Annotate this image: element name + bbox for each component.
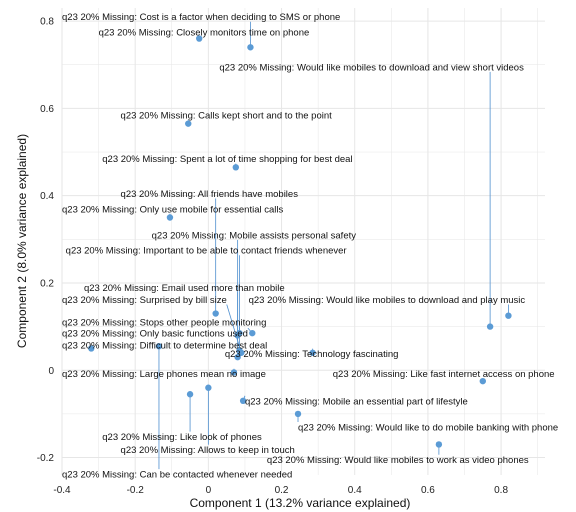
point-label: q23 20% Missing: Can be contacted whenev… [62, 470, 292, 481]
x-tick-label: -0.2 [127, 485, 145, 496]
point-label: q23 20% Missing: Mobile assists personal… [152, 230, 357, 241]
data-point [309, 349, 316, 356]
point-label: q23 20% Missing: All friends have mobile… [121, 189, 299, 200]
point-label: q23 20% Missing: Like look of phones [102, 432, 262, 443]
data-point [239, 397, 247, 405]
data-point [505, 312, 512, 319]
y-tick-label: -0.2 [37, 453, 55, 464]
point-label: q23 20% Missing: Stops other people moni… [62, 318, 266, 329]
data-point [166, 214, 174, 221]
point-label: q23 20% Missing: Only use mobile for ess… [62, 204, 283, 215]
x-tick-label: 0.2 [275, 485, 289, 496]
data-point [247, 44, 254, 51]
y-tick-label: 0.6 [40, 104, 54, 115]
data-point [230, 369, 238, 376]
data-point [186, 391, 194, 398]
data-point [212, 310, 219, 317]
x-tick-label: 0.8 [494, 485, 508, 496]
data-point [232, 164, 240, 171]
data-point [435, 441, 443, 448]
point-label: q23 20% Missing: Large phones mean no im… [62, 369, 266, 380]
point-label: q23 20% Missing: Email used more than mo… [84, 283, 285, 294]
data-point [155, 343, 163, 350]
point-label: q23 20% Missing: Closely monitors time o… [99, 28, 310, 39]
y-axis-ticks: -0.2 0 0.2 0.4 0.6 0.8 [37, 17, 55, 464]
point-label: q23 20% Missing: Would like to do mobile… [298, 422, 558, 433]
point-label: q23 20% Missing: Cost is a factor when d… [62, 12, 340, 23]
point-label: q23 20% Missing: Spent a lot of time sho… [102, 154, 352, 165]
data-point [236, 347, 243, 354]
point-label: q23 20% Missing: Mobile an essential par… [245, 396, 468, 407]
y-tick-label: 0.4 [40, 191, 54, 202]
data-point [486, 323, 494, 330]
x-tick-label: 0 [206, 485, 212, 496]
x-axis-ticks: -0.4 -0.2 0 0.2 0.4 0.6 0.8 [53, 485, 508, 496]
point-label: q23 20% Missing: Like fast internet acce… [333, 369, 555, 380]
x-tick-label: 0.4 [348, 485, 362, 496]
data-point [234, 353, 241, 361]
y-axis-title: Component 2 (8.0% variance explained) [15, 134, 29, 348]
point-label: q23 20% Missing: Important to be able to… [66, 246, 347, 257]
data-point [236, 329, 243, 337]
data-points [88, 35, 512, 448]
y-tick-label: 0 [48, 366, 54, 377]
point-label: q23 20% Missing: Would like mobiles to d… [219, 62, 524, 73]
data-point [249, 329, 256, 337]
data-point [185, 120, 192, 127]
y-tick-label: 0.2 [40, 278, 54, 289]
y-tick-label: 0.8 [40, 17, 54, 28]
point-label: q23 20% Missing: Calls kept short and to… [121, 110, 333, 121]
point-label: q23 20% Missing: Difficult to determine … [62, 340, 267, 351]
leader-line [226, 304, 242, 353]
point-label: q23 20% Missing: Only basic functions us… [62, 329, 248, 340]
point-label: q23 20% Missing: Surprised by bill size [62, 295, 227, 306]
x-tick-label: 0.6 [421, 485, 435, 496]
x-axis-title: Component 1 (13.2% variance explained) [190, 496, 411, 510]
grid [61, 8, 545, 475]
data-point [205, 384, 212, 391]
point-labels: q23 20% Missing: Cost is a factor when d… [62, 12, 558, 480]
data-point [294, 410, 302, 418]
point-label: q23 20% Missing: Would like mobiles to d… [249, 295, 526, 306]
data-point [196, 35, 203, 42]
point-label: q23 20% Missing: Allows to keep in touch [121, 445, 295, 456]
point-label: q23 20% Missing: Technology fascinating [225, 349, 399, 360]
point-label: q23 20% Missing: Would like mobiles to w… [267, 455, 529, 466]
x-tick-label: -0.4 [53, 485, 71, 496]
data-point [88, 345, 95, 352]
data-point [479, 377, 486, 385]
